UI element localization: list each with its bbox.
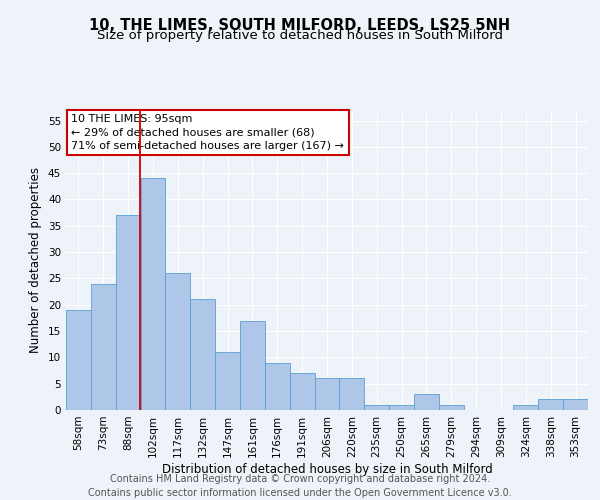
Bar [514,404,538,410]
X-axis label: Distribution of detached houses by size in South Milford: Distribution of detached houses by size … [161,462,493,475]
Bar [439,404,464,410]
Bar [389,404,414,410]
Bar [290,373,314,410]
Bar [91,284,116,410]
Bar [215,352,240,410]
Bar [190,300,215,410]
Bar [240,320,265,410]
Bar [563,400,588,410]
Bar [140,178,166,410]
Bar [314,378,340,410]
Bar [538,400,563,410]
Bar [66,310,91,410]
Text: 10 THE LIMES: 95sqm
← 29% of detached houses are smaller (68)
71% of semi-detach: 10 THE LIMES: 95sqm ← 29% of detached ho… [71,114,344,151]
Bar [265,362,290,410]
Bar [340,378,364,410]
Text: Size of property relative to detached houses in South Milford: Size of property relative to detached ho… [97,29,503,42]
Bar [166,273,190,410]
Bar [116,216,140,410]
Text: 10, THE LIMES, SOUTH MILFORD, LEEDS, LS25 5NH: 10, THE LIMES, SOUTH MILFORD, LEEDS, LS2… [89,18,511,32]
Bar [414,394,439,410]
Bar [364,404,389,410]
Text: Contains HM Land Registry data © Crown copyright and database right 2024.
Contai: Contains HM Land Registry data © Crown c… [88,474,512,498]
Y-axis label: Number of detached properties: Number of detached properties [29,167,43,353]
